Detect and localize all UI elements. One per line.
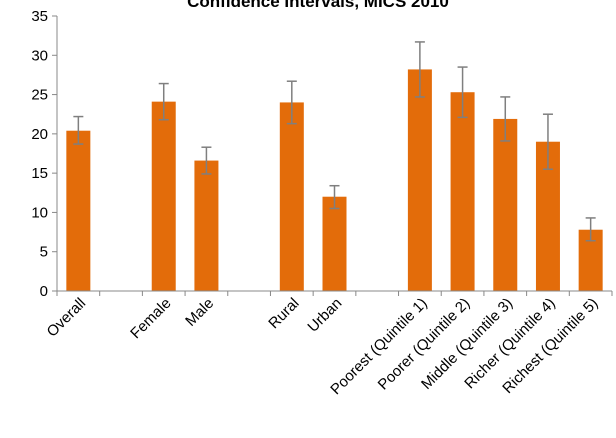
y-tick-label: 0 [40,283,48,300]
y-tick-label: 10 [31,204,48,221]
y-tick-label: 30 [31,47,48,64]
bar [407,69,432,291]
bar [493,118,518,291]
bar [194,160,219,291]
x-tick-label: Urban [304,295,345,336]
y-tick-label: 20 [31,126,48,143]
bar [322,196,347,291]
chart-title: Confidence Intervals, MICS 2010 [187,0,449,11]
y-axis: 0 5 10 15 20 25 30 35 [31,8,58,300]
x-tick-label: Male [182,295,217,330]
bar [151,101,176,292]
x-tick-label: Rural [265,295,302,332]
bar [66,130,91,291]
y-tick-label: 35 [31,8,48,25]
error-bars [73,41,596,242]
x-tick-label: Overall [44,295,90,341]
bars [66,69,603,292]
bar [450,92,475,291]
x-tick-label: Female [127,295,174,342]
y-tick-label: 5 [40,244,48,261]
bar [279,102,304,291]
y-tick-label: 15 [31,165,48,182]
y-tick-label: 25 [31,87,48,104]
